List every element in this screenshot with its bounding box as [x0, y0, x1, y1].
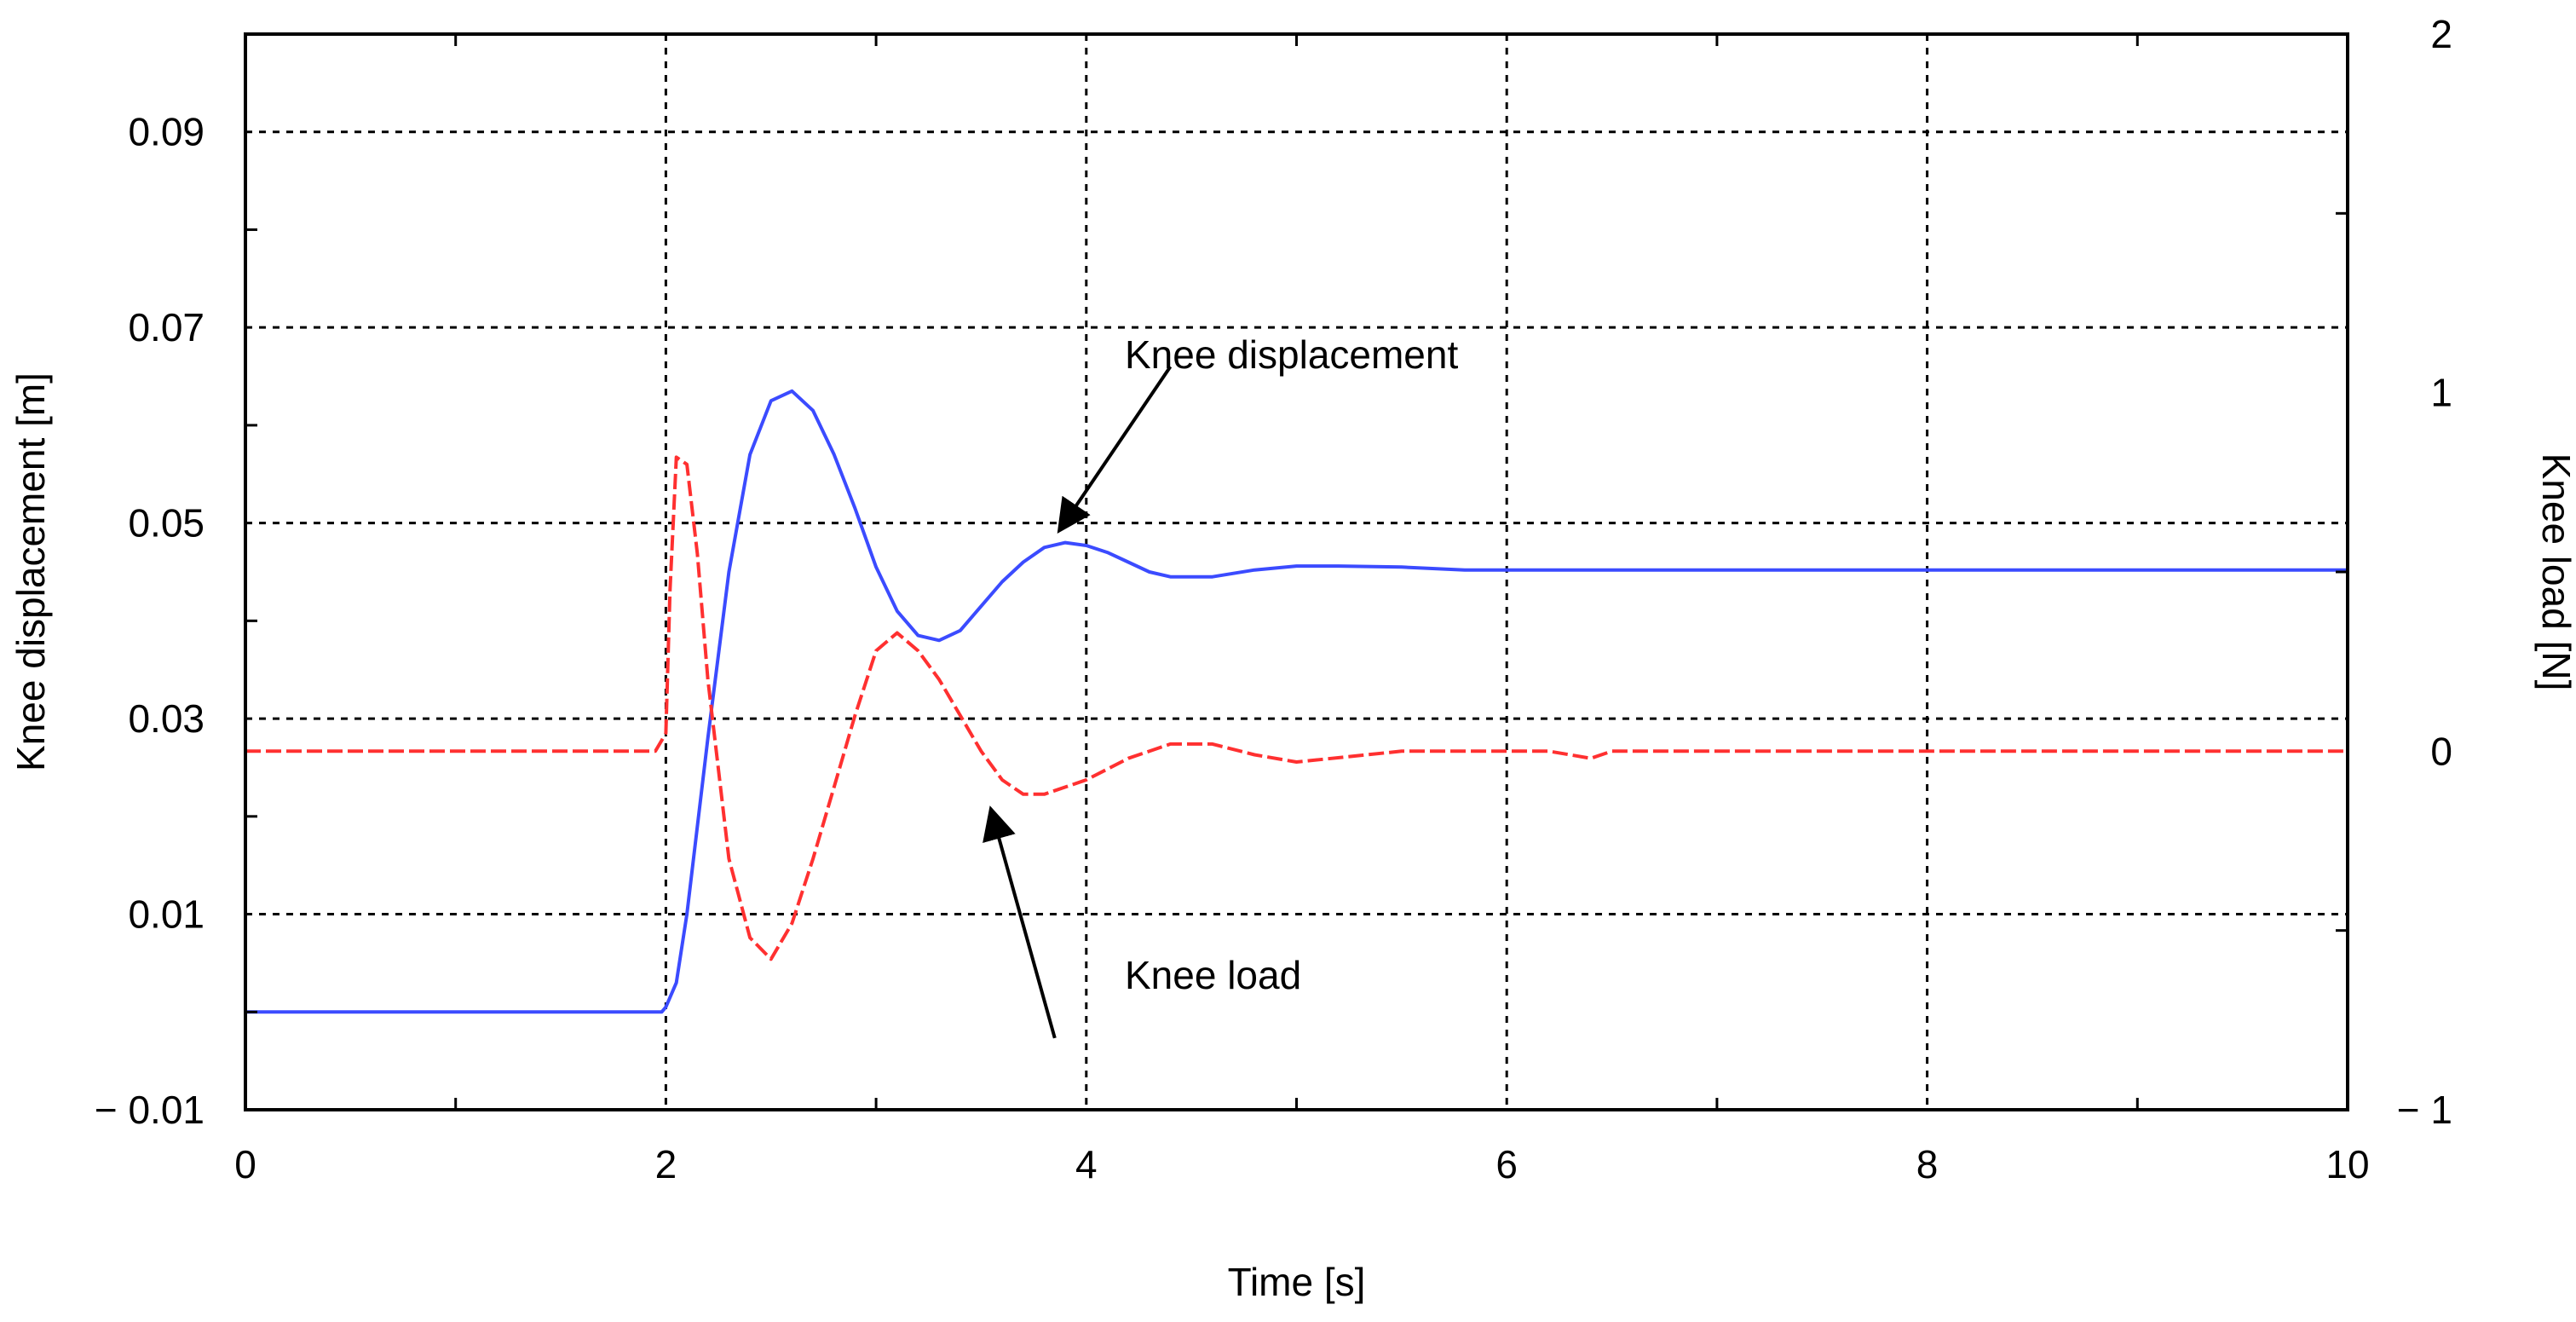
series-line-knee-load: [245, 455, 2348, 961]
y-left-tick-label: − 0.01: [95, 1088, 205, 1132]
y-right-tick-label: 0: [2430, 729, 2452, 773]
x-tick-label: 4: [1075, 1142, 1098, 1186]
y-left-tick-label: 0.07: [128, 305, 205, 349]
y-left-tick-label: 0.01: [128, 892, 205, 937]
y-left-tick-label: 0.05: [128, 501, 205, 546]
y-left-tick-label: 0.03: [128, 696, 205, 741]
annotation-arrow-knee-displacement: [1057, 365, 1173, 534]
y-right-tick-label: − 1: [2397, 1088, 2452, 1132]
minor-ticks: [245, 32, 2348, 1110]
series-line-knee-displacement: [245, 389, 2348, 1014]
y-right-tick-label: 2: [2430, 12, 2452, 56]
x-tick-label: 2: [655, 1142, 677, 1186]
annotations: Knee displacement Knee load: [983, 332, 1458, 1039]
x-tick-label: 0: [234, 1142, 256, 1186]
y-right-tick-label: 1: [2430, 371, 2452, 415]
annotation-knee-load: Knee load: [1125, 953, 1301, 997]
x-tick-label: 10: [2325, 1142, 2369, 1186]
annotation-arrow-knee-load: [983, 805, 1057, 1039]
x-tick-label: 6: [1495, 1142, 1518, 1186]
x-axis-label: Time [s]: [1228, 1260, 1366, 1304]
y-left-tick-label: 0.09: [128, 110, 205, 154]
y-axis-left-label: Knee displacement [m]: [9, 372, 53, 771]
x-tick-label: 8: [1916, 1142, 1939, 1186]
grid: [245, 34, 2348, 1110]
plot-frame: [244, 32, 2349, 1111]
annotation-knee-displacement: Knee displacement: [1125, 332, 1458, 377]
series-layer: [245, 389, 2348, 1014]
y-axis-right-label: Knee load [N]: [2534, 453, 2576, 691]
